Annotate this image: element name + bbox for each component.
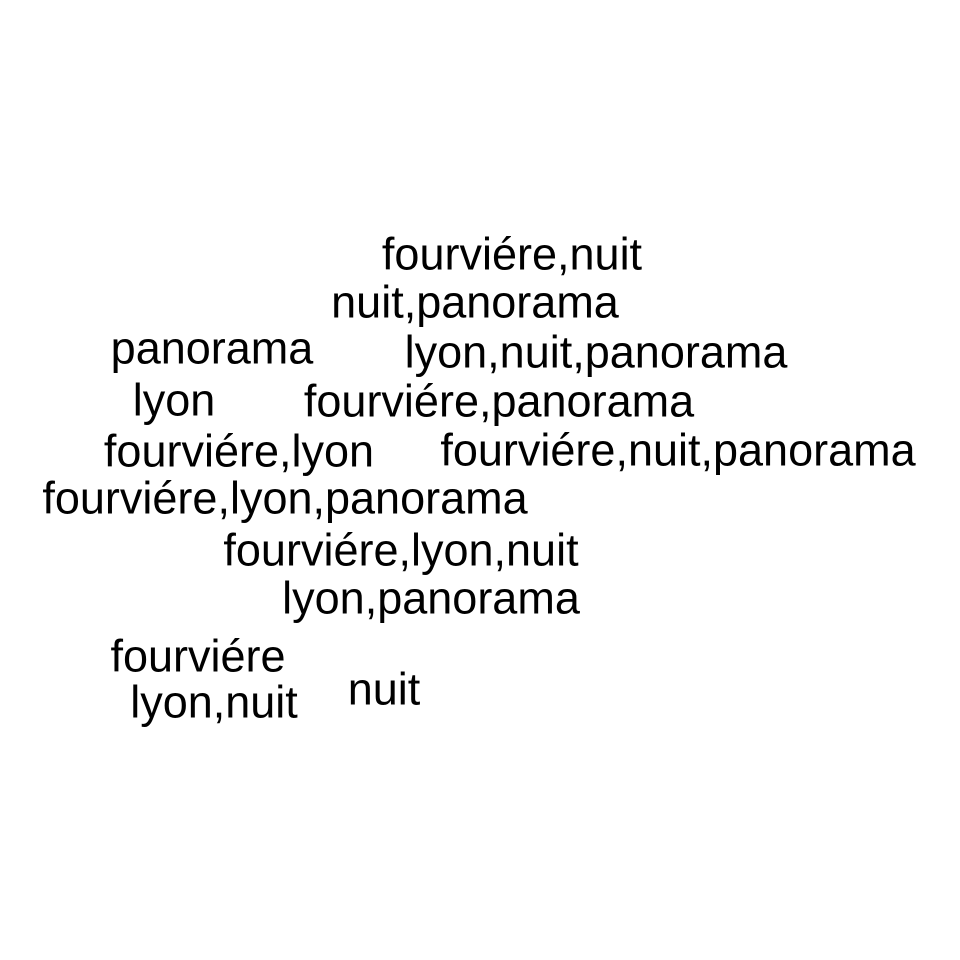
- word-label: fourviére,nuit: [381, 228, 643, 280]
- word-label: fourviére,lyon: [103, 425, 375, 477]
- word-label: lyon,nuit,panorama: [404, 326, 788, 378]
- word-label: nuit: [347, 663, 421, 715]
- word-label: lyon,panorama: [282, 572, 580, 624]
- word-label: panorama: [110, 322, 314, 374]
- word-label: lyon: [132, 374, 216, 426]
- word-label: fourviére,lyon,nuit: [223, 524, 579, 576]
- word-label: lyon,nuit: [130, 676, 298, 728]
- word-label: fourviére,panorama: [303, 375, 695, 427]
- word-label: nuit,panorama: [331, 276, 619, 328]
- word-label: fourviére,lyon,panorama: [42, 472, 528, 524]
- word-label: fourviére,nuit,panorama: [440, 424, 916, 476]
- word-label: fourviére: [110, 630, 286, 682]
